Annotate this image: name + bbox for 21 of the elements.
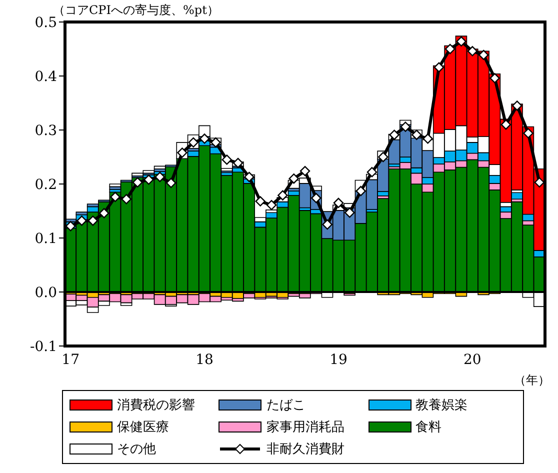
legend-label: 食料 [416, 419, 442, 436]
legend-label: その他 [117, 441, 156, 458]
y-tick-label: 0.5 [34, 14, 57, 31]
y-axis-title: （コアCPIへの寄与度、%pt） [53, 2, 219, 17]
legend-label: 家事用消耗品 [266, 419, 344, 436]
y-tick-label: 0.2 [34, 176, 57, 193]
legend-label: 教養娯楽 [416, 397, 468, 414]
legend-label: 保健医療 [117, 419, 169, 436]
y-tick-label: 0.0 [34, 284, 57, 301]
legend-label: 消費税の影響 [117, 397, 195, 414]
x-tick-label: 18 [196, 352, 214, 368]
x-tick-label: 19 [330, 352, 348, 368]
y-tick-label: 0.3 [34, 122, 57, 139]
legend-label: 非耐久消費財 [266, 441, 344, 458]
y-tick-label: 0.4 [34, 68, 58, 85]
x-tick-label: 20 [464, 352, 482, 368]
y-tick-label: 0.1 [34, 230, 57, 247]
legend-label: たばこ [266, 397, 306, 414]
x-tick-label: 17 [62, 352, 80, 368]
y-tick-label: -0.1 [30, 338, 57, 355]
x-axis-title: （年） [514, 372, 550, 389]
